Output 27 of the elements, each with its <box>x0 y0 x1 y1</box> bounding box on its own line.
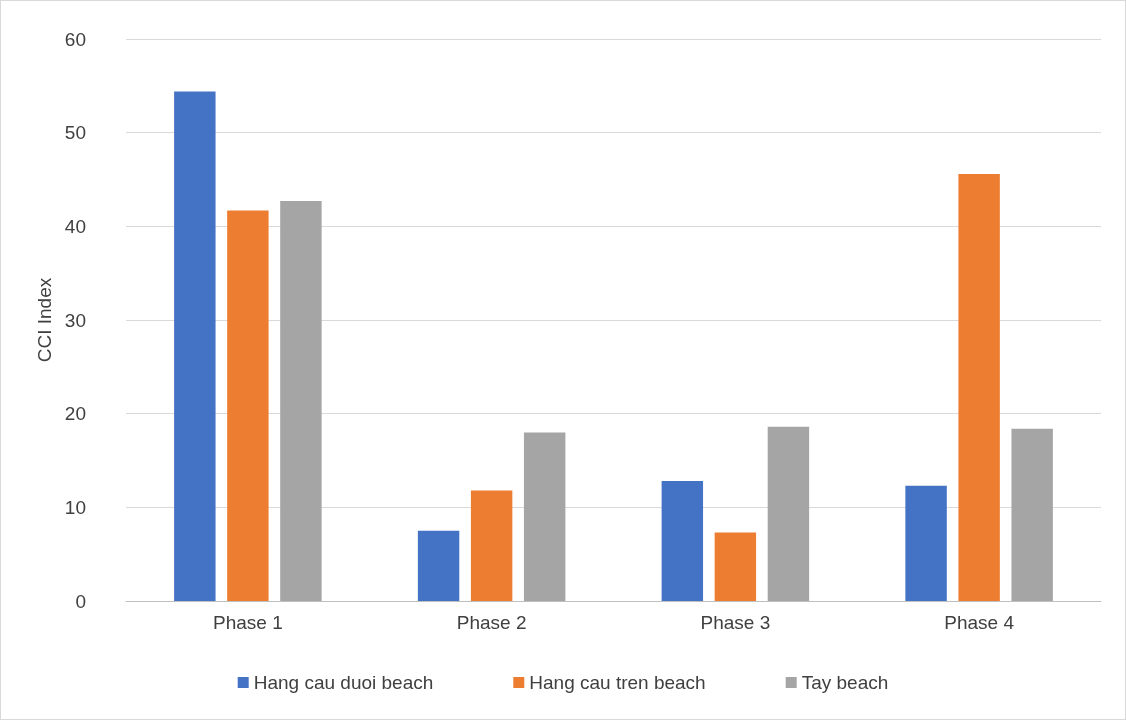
x-tick-label: Phase 4 <box>944 612 1015 633</box>
y-tick-label: 40 <box>64 215 86 237</box>
x-tick-label: Phase 3 <box>700 612 771 633</box>
x-tick-label: Phase 1 <box>213 612 283 633</box>
y-tick-label: 0 <box>75 590 86 612</box>
bar <box>714 532 757 601</box>
bar <box>1011 428 1053 601</box>
y-axis-title: CCI Index <box>33 277 55 363</box>
x-tick-label: Phase 2 <box>456 612 527 633</box>
bar <box>227 210 269 601</box>
y-tick-label: 10 <box>64 496 86 518</box>
bar <box>523 432 566 601</box>
bar <box>174 91 216 601</box>
y-tick-label: 30 <box>64 309 86 331</box>
legend-label: Hang cau duoi beach <box>253 672 434 693</box>
bar <box>905 485 947 601</box>
bar <box>280 201 322 601</box>
bar <box>958 173 1000 601</box>
bar <box>661 481 704 601</box>
legend-label: Hang cau tren beach <box>529 672 706 693</box>
y-tick-label: 60 <box>64 28 86 50</box>
bar <box>767 426 810 601</box>
bar <box>417 530 460 601</box>
y-tick-label: 20 <box>64 403 86 425</box>
y-tick-label: 50 <box>64 122 86 144</box>
bar <box>470 490 513 601</box>
legend-label: Tay beach <box>801 672 889 693</box>
